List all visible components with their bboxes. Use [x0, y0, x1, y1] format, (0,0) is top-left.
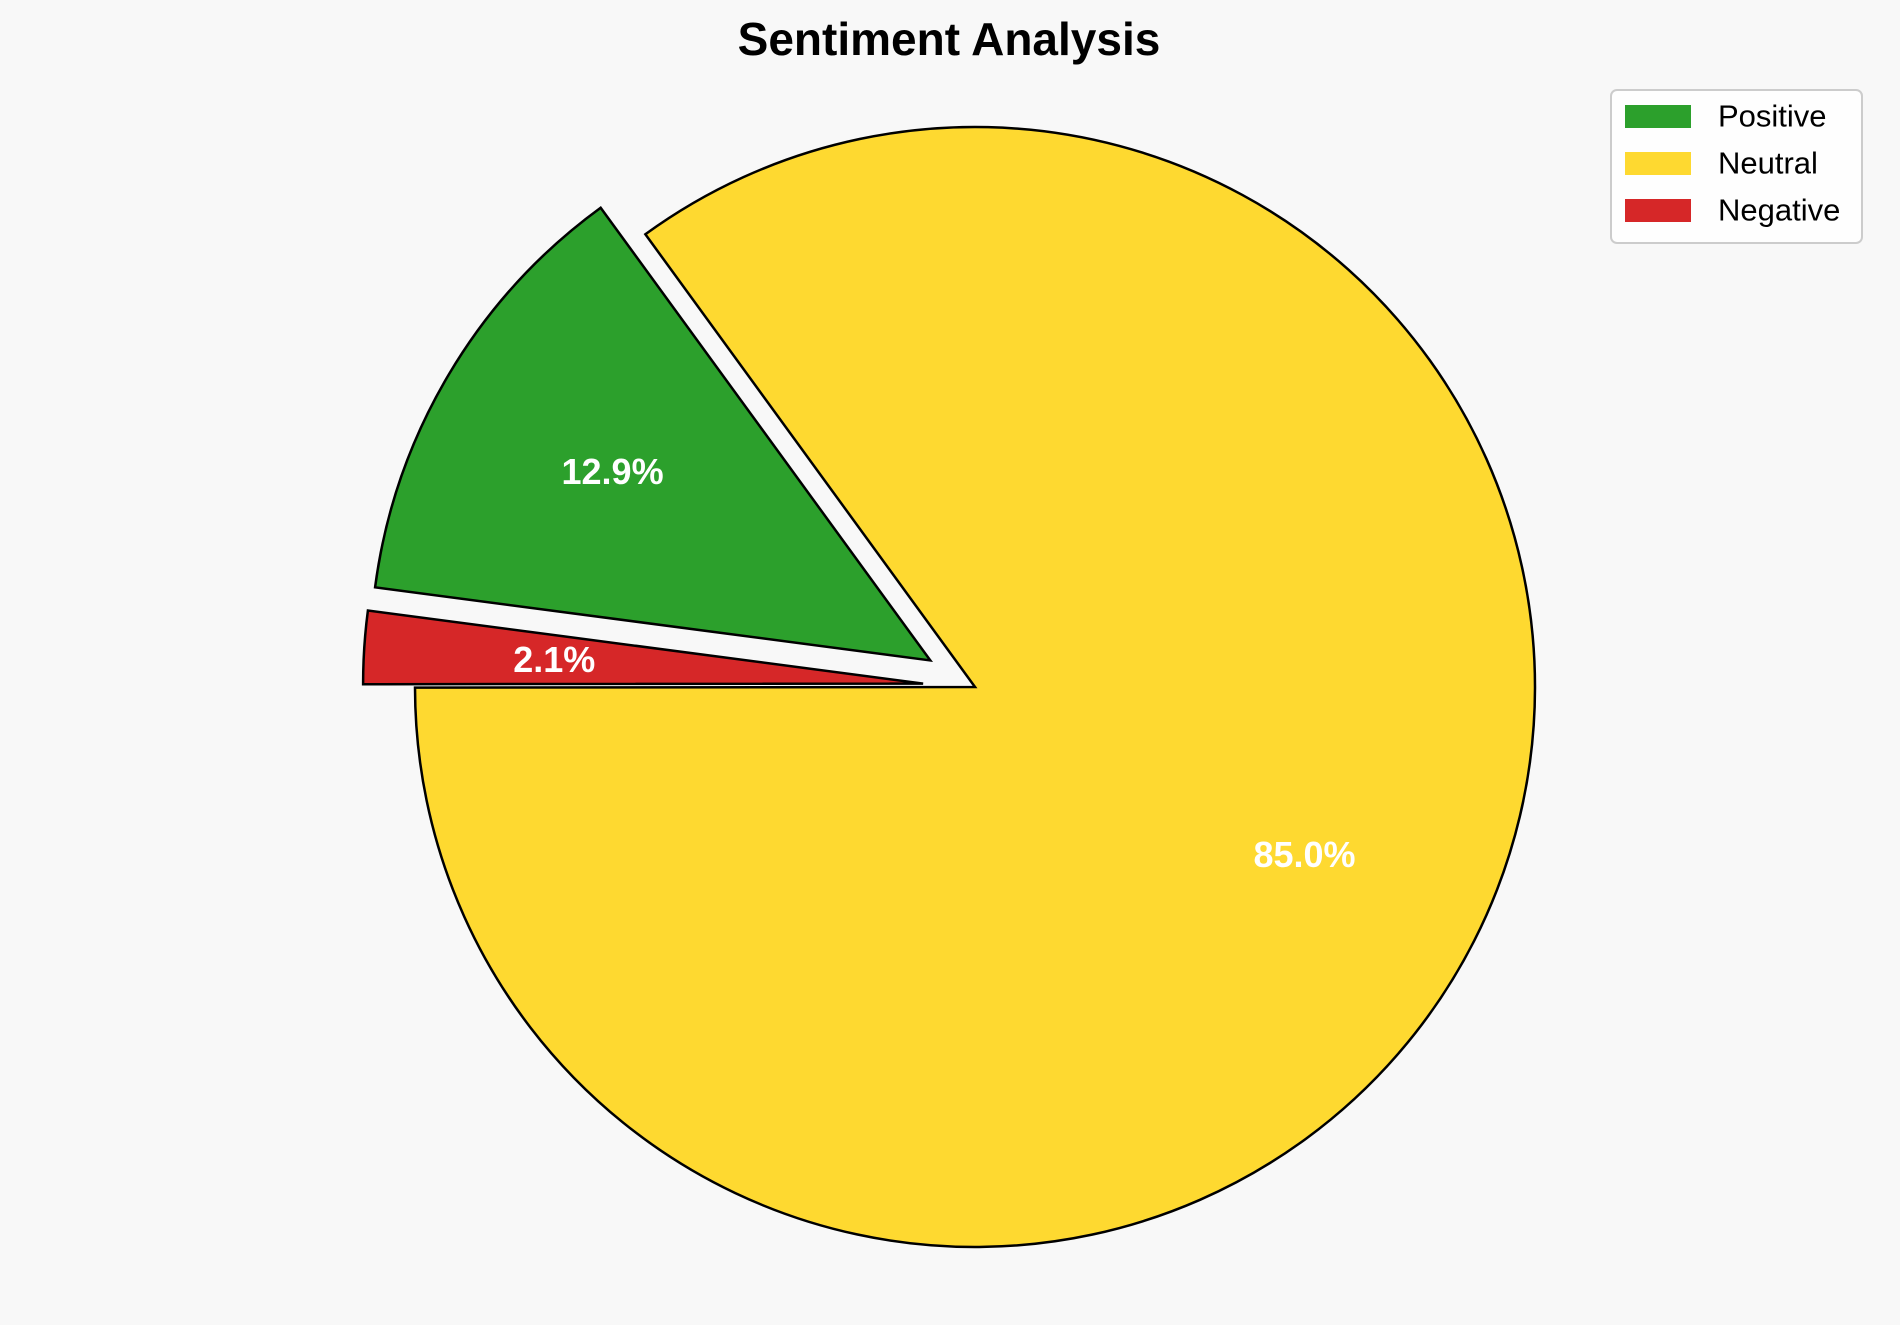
legend-swatch-neutral — [1625, 152, 1691, 175]
legend-swatch-positive — [1625, 105, 1691, 128]
pie-slice-neutral — [413, 125, 1537, 1249]
slice-label-positive: 12.9% — [562, 451, 664, 492]
slice-label-negative: 2.1% — [513, 639, 595, 680]
chart-title: Sentiment Analysis — [738, 13, 1161, 65]
pie-slices — [361, 125, 1537, 1249]
pie-slice-positive — [373, 205, 934, 663]
pie-slice-labels: 12.9% 85.0% 2.1% — [513, 451, 1355, 875]
slice-label-neutral: 85.0% — [1253, 834, 1355, 875]
pie-slice-negative — [361, 609, 924, 686]
legend-label-positive: Positive — [1718, 99, 1827, 134]
legend-label-neutral: Neutral — [1718, 146, 1818, 181]
legend: Positive Neutral Negative — [1610, 89, 1863, 244]
legend-label-negative: Negative — [1718, 193, 1840, 228]
legend-items: Positive Neutral Negative — [1625, 99, 1840, 228]
legend-swatch-negative — [1625, 199, 1691, 222]
